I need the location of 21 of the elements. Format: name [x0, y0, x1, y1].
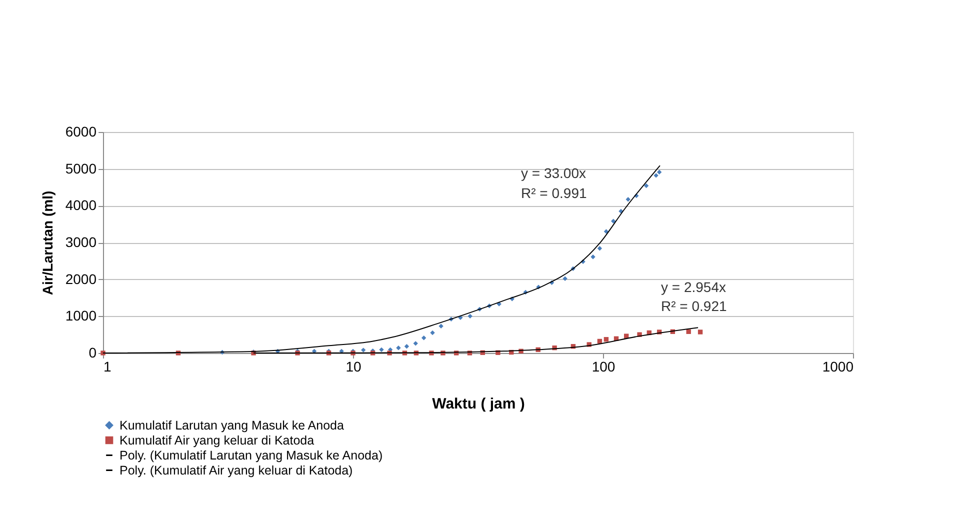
y-tick-label: 2000 — [65, 270, 97, 287]
y-tick-label: 0 — [88, 344, 97, 360]
x-tick-label: 1000 — [822, 358, 854, 374]
annotation: R² = 0.921 — [661, 298, 727, 314]
y-tick-label: 1000 — [65, 308, 97, 324]
x-tick-label: 1 — [104, 358, 112, 374]
y-tick-label: 4000 — [65, 197, 97, 214]
x-tick-label: 100 — [592, 358, 616, 374]
legend-label: Poly. (Kumulatif Larutan yang Masuk ke Anoda) — [120, 448, 383, 462]
y-tick-label: 3000 — [65, 234, 97, 250]
annotation: R² = 0.991 — [521, 185, 587, 201]
annotation: y = 33.00x — [521, 165, 586, 181]
legend-label: Kumulatif Air yang keluar di Katoda — [120, 433, 314, 448]
x-tick-label: 10 — [346, 358, 362, 374]
legend-label: Kumulatif Larutan yang Masuk ke Anoda — [120, 418, 344, 432]
y-tick-label: 6000 — [65, 124, 97, 140]
legend-label: Poly. (Kumulatif Air yang keluar di Katoda) — [120, 463, 353, 478]
y-tick-label: 5000 — [65, 160, 97, 176]
annotation: y = 2.954x — [661, 279, 726, 295]
y-axis-title: Air/Larutan (ml) — [39, 190, 56, 296]
x-axis-title: Waktu ( jam ) — [432, 396, 525, 412]
